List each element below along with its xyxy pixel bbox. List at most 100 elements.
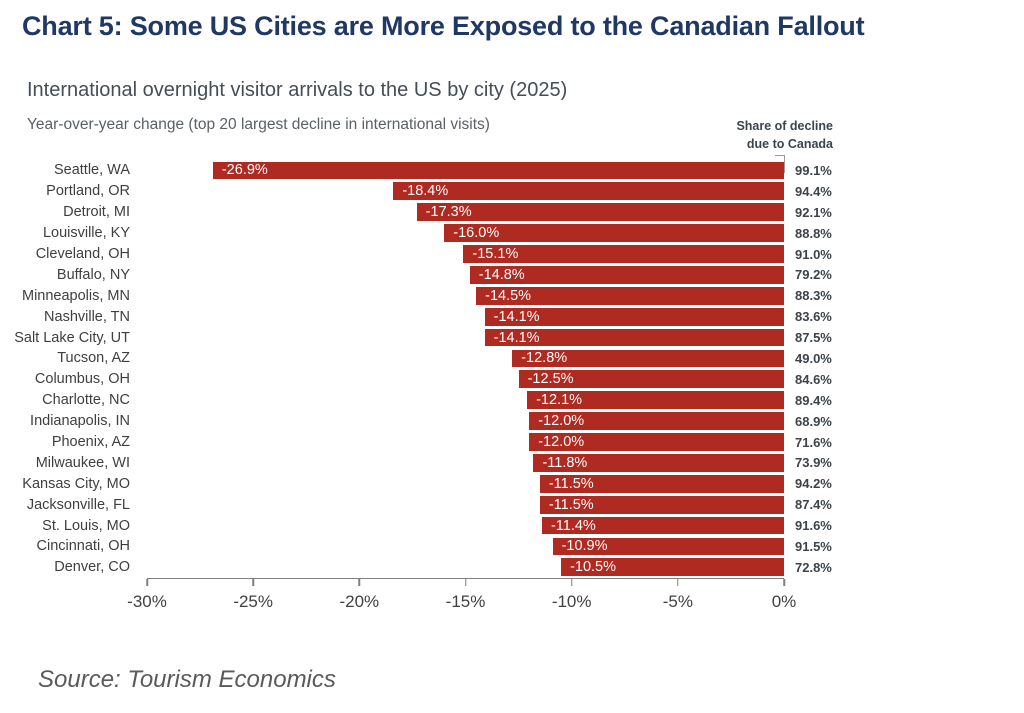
city-label: Louisville, KY <box>42 225 130 242</box>
bar-track: -18.4% <box>147 181 784 202</box>
bar-row: Seattle, WA -26.9% 99.1% <box>0 160 900 181</box>
city-label: Cincinnati, OH <box>36 538 130 555</box>
city-label: Charlotte, NC <box>42 392 130 409</box>
bar-row: Columbus, OH -12.5% 84.6% <box>0 369 900 390</box>
share-value: 73.9% <box>795 455 832 471</box>
bar-row: St. Louis, MO -11.4% 91.6% <box>0 515 900 536</box>
bar-value-label: -14.5% <box>485 287 532 304</box>
bar-track: -26.9% <box>147 160 784 181</box>
bar: -16.0% <box>444 224 784 242</box>
x-axis-tick <box>146 579 148 586</box>
bar-value-label: -12.1% <box>536 392 583 409</box>
bar-value-label: -10.9% <box>561 538 608 555</box>
bar-track: -14.5% <box>147 285 784 306</box>
bar-track: -14.8% <box>147 264 784 285</box>
bar: -14.1% <box>484 307 784 326</box>
bar-track: -14.1% <box>147 327 784 348</box>
bar-value-label: -14.8% <box>478 266 525 283</box>
x-axis-tick-label: -25% <box>233 592 273 611</box>
share-value: 92.1% <box>795 204 832 220</box>
bar-row: Phoenix, AZ -12.0% 71.6% <box>0 432 900 453</box>
x-axis-tick-label: -30% <box>127 592 167 611</box>
bar-value-label: -26.9% <box>221 162 268 179</box>
bar-value-label: -14.1% <box>493 308 540 325</box>
x-axis-tick <box>570 579 573 586</box>
bar-value-label: -17.3% <box>425 204 472 221</box>
share-value: 83.6% <box>795 309 832 325</box>
bar-track: -11.5% <box>147 494 784 515</box>
bar: -10.9% <box>552 537 784 556</box>
city-label: Detroit, MI <box>63 204 130 221</box>
share-column-header-line1: Share of decline <box>736 119 833 133</box>
share-value: 89.4% <box>795 392 832 408</box>
bar-track: -12.0% <box>147 411 784 432</box>
chart-subtitle: International overnight visitor arrivals… <box>27 79 568 101</box>
share-value: 94.4% <box>795 183 832 199</box>
city-label: Salt Lake City, UT <box>14 329 130 346</box>
x-axis-tick-label: -15% <box>445 592 486 611</box>
bar: -11.4% <box>541 516 784 535</box>
x-axis-tick-label: -10% <box>551 592 592 611</box>
bar-row: Salt Lake City, UT -14.1% 87.5% <box>0 327 900 348</box>
bar: -14.5% <box>476 286 784 305</box>
bar-row: Denver, CO -10.5% 72.8% <box>0 557 900 578</box>
bar-value-label: -14.1% <box>493 329 540 346</box>
city-label: Columbus, OH <box>34 371 130 388</box>
city-label: Cleveland, OH <box>35 246 130 262</box>
bar-value-label: -11.5% <box>548 475 594 492</box>
x-axis-tick <box>464 579 467 586</box>
bar-chart: Seattle, WA -26.9% 99.1% Portland, OR -18.4%… <box>0 160 900 578</box>
bar-value-label: -10.5% <box>570 559 617 576</box>
bar: -18.4% <box>393 182 784 201</box>
bar-track: -12.0% <box>147 432 784 453</box>
bar-value-label: -11.4% <box>550 517 596 534</box>
share-value: 87.5% <box>795 330 832 346</box>
bar-row: Louisville, KY -16.0% 88.8% <box>0 223 900 244</box>
city-label: Buffalo, NY <box>56 266 130 283</box>
x-axis-tick <box>783 579 785 586</box>
bar-row: Milwaukee, WI -11.8% 73.9% <box>0 452 900 473</box>
x-axis: -30% -25% -20% -15% -10% -5% 0% <box>127 578 796 611</box>
bar: -10.5% <box>561 558 784 577</box>
bar-track: -14.1% <box>147 306 784 327</box>
page-title: Chart 5: Some US Cities are More Exposed… <box>22 11 865 41</box>
bar-row: Charlotte, NC -12.1% 89.4% <box>0 390 900 411</box>
bar-value-label: -12.0% <box>538 413 585 430</box>
bar: -12.0% <box>529 433 784 451</box>
city-label: Nashville, TN <box>44 308 130 325</box>
share-value: 91.5% <box>795 538 832 554</box>
bar: -14.1% <box>484 328 784 347</box>
x-axis-tick <box>252 579 254 586</box>
bar-value-label: -12.8% <box>521 350 568 367</box>
bar-track: -16.0% <box>147 223 784 244</box>
bar-value-label: -16.0% <box>453 225 500 242</box>
bar-row: Tucson, AZ -12.8% 49.0% <box>0 348 900 369</box>
city-label: St. Louis, MO <box>42 517 130 534</box>
share-value: 72.8% <box>795 559 832 575</box>
city-label: Tucson, AZ <box>57 350 130 367</box>
bar-track: -17.3% <box>147 202 784 223</box>
bar-track: -10.5% <box>147 557 784 578</box>
city-label: Kansas City, MO <box>22 475 130 492</box>
share-value: 88.3% <box>795 288 832 304</box>
bar-value-label: -11.5% <box>548 496 594 513</box>
share-value: 68.9% <box>795 413 832 429</box>
bar-track: -11.5% <box>147 473 784 494</box>
x-axis-tick <box>677 579 679 586</box>
bar-track: -12.5% <box>147 369 784 390</box>
x-axis-tick-label: -20% <box>339 592 380 611</box>
bar-value-label: -11.8% <box>542 454 588 471</box>
bar-track: -12.8% <box>147 348 784 369</box>
bar-value-label: -18.4% <box>402 183 449 200</box>
bar-row: Buffalo, NY -14.8% 79.2% <box>0 264 900 285</box>
bar: -26.9% <box>212 161 784 180</box>
bar: -11.5% <box>539 474 784 493</box>
bar-row: Minneapolis, MN -14.5% 88.3% <box>0 285 900 306</box>
bar-row: Indianapolis, IN -12.0% 68.9% <box>0 411 900 432</box>
city-label: Minneapolis, MN <box>22 287 130 304</box>
bar-row: Portland, OR -18.4% 94.4% <box>0 181 900 202</box>
share-value: 91.6% <box>795 518 832 534</box>
bar-row: Cleveland, OH -15.1% 91.0% <box>0 244 900 265</box>
share-value: 71.6% <box>795 434 832 450</box>
